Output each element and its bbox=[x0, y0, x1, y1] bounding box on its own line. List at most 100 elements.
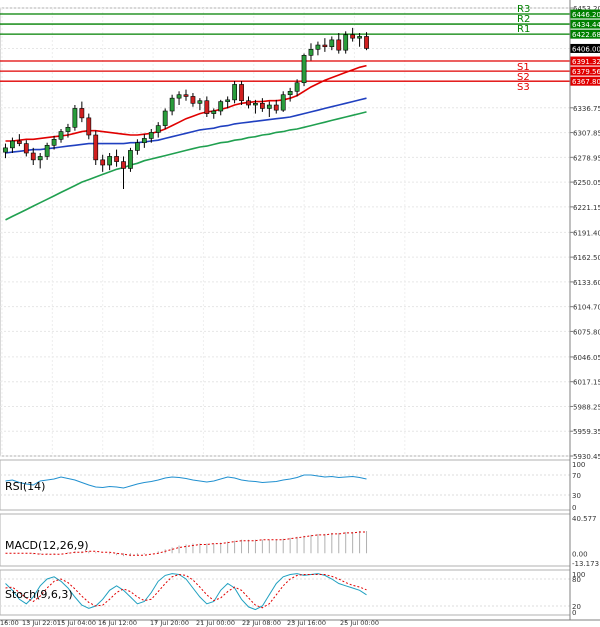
level-name-r2: R2 bbox=[517, 14, 530, 25]
candle-bear bbox=[322, 44, 328, 48]
level-price-box-r2 bbox=[570, 19, 600, 29]
candle-bull bbox=[266, 104, 272, 109]
candle-bear bbox=[190, 96, 196, 104]
candle-bull bbox=[197, 100, 203, 104]
stoch-tick-label: 80 bbox=[572, 576, 581, 584]
price-tick-label: 5930.45 bbox=[573, 453, 600, 461]
candle-bull bbox=[141, 138, 147, 144]
macd-tick-label: 0.00 bbox=[572, 550, 588, 558]
candle-bull bbox=[37, 156, 43, 161]
candle-bull bbox=[44, 144, 50, 157]
candle-bull bbox=[128, 150, 133, 169]
candle-bull bbox=[65, 126, 71, 132]
level-price-box-r1 bbox=[570, 29, 600, 39]
level-name-s2: S2 bbox=[517, 72, 530, 83]
candle-bull bbox=[308, 49, 314, 56]
time-tick-label: 16:00 bbox=[0, 619, 19, 627]
rsi-panel: RSI(14) 100 70 30 0 bbox=[0, 459, 585, 512]
candle-bear bbox=[86, 117, 92, 136]
price-tick-label: 6221.15 bbox=[573, 204, 600, 212]
candle-bull bbox=[148, 132, 154, 139]
price-tick-label: 6453.20 bbox=[573, 5, 600, 13]
price-tick-label: 5959.35 bbox=[573, 428, 600, 436]
candle-bull bbox=[58, 131, 64, 140]
price-tick-label: 6307.85 bbox=[573, 130, 600, 138]
candle-bear bbox=[16, 140, 22, 144]
stoch-tick-label: 0 bbox=[572, 609, 576, 617]
candle-bear bbox=[23, 143, 29, 154]
macd-panel: MACD(12,26,9) 40.577 0.00 -13.173 bbox=[0, 513, 599, 568]
price-tick-label: 6133.60 bbox=[573, 279, 600, 287]
level-price-label-s2: 6379.56 bbox=[572, 68, 600, 76]
time-tick-label: 17 Jul 20:00 bbox=[150, 619, 189, 627]
level-price-label-s1: 6391.32 bbox=[572, 58, 600, 66]
price-tick-label: 6191.40 bbox=[573, 229, 600, 237]
candle-bull bbox=[294, 82, 300, 92]
level-price-box-r3 bbox=[570, 9, 600, 19]
rsi-line bbox=[5, 474, 367, 489]
level-price-box-s1 bbox=[570, 56, 600, 66]
candle-bull bbox=[357, 36, 362, 39]
candle-bear bbox=[246, 100, 251, 106]
macd-signal-line bbox=[5, 531, 367, 556]
price-panel: 6453.20 6406.00 6336.75 6307.85 6278.95 6250.… bbox=[0, 4, 600, 461]
candle-bull bbox=[169, 97, 175, 112]
current-price-box bbox=[570, 43, 600, 53]
macd-title: MACD(12,26,9) bbox=[5, 539, 89, 552]
candle-bull bbox=[280, 94, 286, 111]
stoch-panel-frame bbox=[0, 569, 571, 616]
level-name-s3: S3 bbox=[517, 82, 530, 93]
candle-bull bbox=[287, 91, 293, 96]
candle-bull bbox=[107, 156, 113, 166]
candle-bull bbox=[315, 44, 321, 50]
time-tick-label: 23 Jul 16:00 bbox=[287, 619, 326, 627]
moving-average-line-2 bbox=[5, 97, 367, 154]
candle-bear bbox=[30, 152, 36, 161]
moving-average-line-3 bbox=[5, 111, 367, 221]
candle-bear bbox=[336, 39, 342, 51]
price-tick-label: 6336.75 bbox=[573, 105, 600, 113]
time-tick-label: 21 Jul 00:00 bbox=[196, 619, 235, 627]
rsi-tick-label: 0 bbox=[572, 504, 576, 512]
time-tick-label: 16 Jul 12:00 bbox=[98, 619, 137, 627]
level-name-r1: R1 bbox=[517, 24, 530, 35]
candle-bear bbox=[364, 36, 369, 49]
candle-bull bbox=[253, 102, 258, 106]
price-tick-label: 5988.25 bbox=[573, 403, 600, 411]
candle-bear bbox=[79, 108, 85, 119]
level-price-label-r1: 6422.68 bbox=[572, 31, 600, 39]
price-tick-label: 6250.05 bbox=[573, 179, 600, 187]
level-price-box-s3 bbox=[570, 76, 600, 86]
candle-bull bbox=[176, 94, 182, 99]
rsi-title: RSI(14) bbox=[5, 480, 45, 493]
candle-bull bbox=[135, 142, 140, 151]
stoch-title: Stoch(9,6,3) bbox=[5, 588, 73, 601]
time-tick-label: 15 Jul 04:00 bbox=[57, 619, 96, 627]
price-tick-label: 6162.50 bbox=[573, 254, 600, 262]
candle-bear bbox=[239, 84, 244, 102]
level-price-label-r2: 6434.44 bbox=[572, 21, 600, 29]
candle-bear bbox=[121, 161, 126, 169]
price-tick-label: 6046.05 bbox=[573, 354, 600, 362]
level-price-label-s3: 6367.80 bbox=[572, 78, 600, 86]
level-name-r3: R3 bbox=[517, 4, 530, 15]
moving-average-line-1 bbox=[5, 64, 367, 142]
macd-panel-frame bbox=[0, 513, 571, 567]
candle-bull bbox=[232, 84, 237, 101]
candle-bull bbox=[301, 55, 307, 84]
candle-bull bbox=[10, 140, 15, 149]
rsi-tick-label: 30 bbox=[572, 492, 581, 500]
candle-bear bbox=[259, 102, 265, 109]
price-tick-label: 6075.80 bbox=[573, 328, 600, 336]
stoch-k-line bbox=[5, 573, 367, 611]
price-tick-label: 6017.15 bbox=[573, 379, 600, 387]
candle-bear bbox=[350, 34, 356, 39]
candle-bull bbox=[211, 110, 217, 114]
candle-bull bbox=[343, 34, 349, 51]
time-tick-label: 25 Jul 00:00 bbox=[340, 619, 379, 627]
macd-tick-label: 40.577 bbox=[572, 515, 597, 523]
stoch-tick-label: 100 bbox=[572, 571, 585, 579]
level-price-label-r3: 6446.20 bbox=[572, 11, 600, 19]
candle-bull bbox=[225, 99, 231, 102]
price-tick-label: 6104.70 bbox=[573, 304, 600, 312]
